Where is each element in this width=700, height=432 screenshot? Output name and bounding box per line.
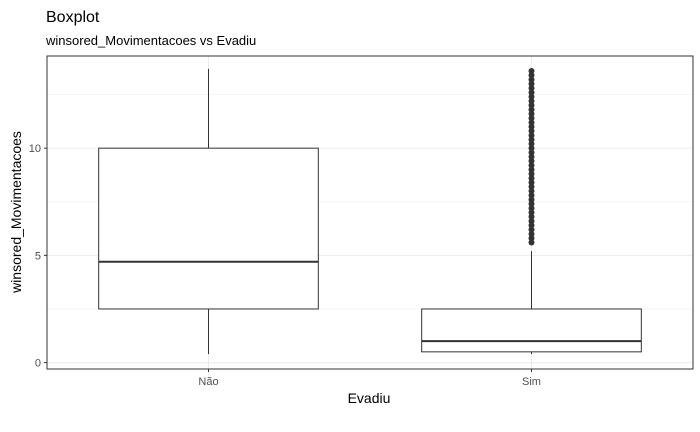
outlier-point <box>528 218 535 225</box>
chart-subtitle: winsored_Movimentacoes vs Evadiu <box>45 33 256 48</box>
outlier-point <box>528 230 535 237</box>
outlier-point <box>528 136 535 143</box>
outlier-point <box>528 192 535 199</box>
outlier-point <box>528 145 535 152</box>
outlier-point <box>528 235 535 242</box>
outlier-point <box>528 132 535 139</box>
outlier-point <box>528 72 535 79</box>
outlier-point <box>528 123 535 130</box>
box-nao <box>98 68 319 354</box>
outlier-point <box>528 115 535 122</box>
outlier-point <box>528 175 535 182</box>
y-axis-title: winsored_Movimentacoes <box>8 131 24 294</box>
x-tick-label: Não <box>198 376 218 388</box>
outlier-point <box>528 239 535 246</box>
chart-title: Boxplot <box>46 9 100 26</box>
x-axis: Não Sim <box>198 369 541 388</box>
outlier-point <box>528 153 535 160</box>
x-axis-title: Evadiu <box>348 390 391 406</box>
outlier-point <box>528 170 535 177</box>
outlier-point <box>528 93 535 100</box>
outlier-point <box>528 68 535 75</box>
outlier-point <box>528 85 535 92</box>
outlier-point <box>528 110 535 117</box>
outlier-point <box>528 80 535 87</box>
box-iqr <box>421 308 642 353</box>
outlier-point <box>528 213 535 220</box>
y-axis: 0 5 10 <box>29 143 47 370</box>
box-sim <box>421 68 642 354</box>
outlier-point <box>528 222 535 229</box>
outlier-point <box>528 140 535 147</box>
outlier-point <box>528 200 535 207</box>
outlier-point <box>528 209 535 216</box>
outlier-point <box>528 166 535 173</box>
panel-border <box>46 55 694 370</box>
outlier-point <box>528 196 535 203</box>
outlier-point <box>528 128 535 135</box>
outlier-point <box>528 162 535 169</box>
outlier-point <box>528 102 535 109</box>
outlier-point <box>528 76 535 83</box>
y-tick-label: 10 <box>29 143 41 155</box>
outlier-point <box>528 188 535 195</box>
outlier-point <box>528 149 535 156</box>
y-tick-label: 0 <box>35 358 41 370</box>
boxes-layer <box>98 68 642 354</box>
y-tick-label: 5 <box>35 250 41 262</box>
outlier-point <box>528 226 535 233</box>
x-tick-label: Sim <box>522 376 541 388</box>
outlier-point <box>528 183 535 190</box>
outlier-point <box>528 89 535 96</box>
box-iqr <box>98 147 319 310</box>
outlier-point <box>528 179 535 186</box>
outlier-point <box>528 106 535 113</box>
outlier-point <box>528 158 535 165</box>
outlier-point <box>528 205 535 212</box>
outlier-point <box>528 98 535 105</box>
outlier-point <box>528 119 535 126</box>
